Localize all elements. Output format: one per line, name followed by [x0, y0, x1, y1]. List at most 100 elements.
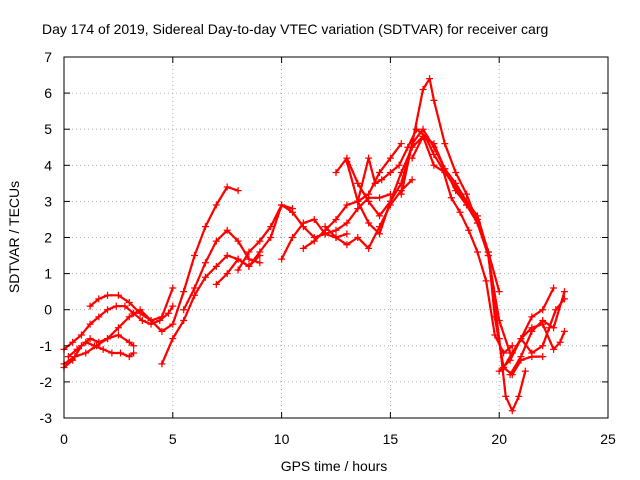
data-point [397, 169, 405, 177]
data-point [332, 234, 340, 241]
data-point [278, 201, 286, 209]
y-tick-label: -1 [40, 338, 53, 354]
data-point [332, 169, 340, 177]
series-track-8 [212, 201, 296, 288]
data-point [95, 313, 103, 321]
data-point [495, 288, 503, 296]
series-track-16 [397, 75, 529, 415]
data-point [484, 248, 492, 256]
data-point [256, 237, 264, 245]
data-point [191, 252, 199, 260]
y-tick-label: 5 [44, 121, 52, 137]
series-line [356, 128, 514, 355]
data-point [86, 302, 94, 310]
series-marker-band [519, 297, 566, 355]
data-point [515, 392, 523, 400]
data-point [397, 190, 405, 198]
data-point [408, 154, 416, 162]
y-tick-label: -2 [40, 374, 53, 390]
x-tick-label: 10 [274, 431, 290, 447]
data-point [539, 306, 547, 314]
data-point [473, 212, 481, 220]
data-point [378, 176, 386, 184]
data-point [114, 331, 122, 339]
data-point [310, 237, 318, 245]
data-point [441, 165, 449, 173]
data-point [117, 349, 125, 357]
series-marker-band [411, 135, 544, 376]
data-point [502, 392, 510, 400]
data-point [491, 313, 499, 321]
data-point [234, 255, 242, 263]
data-point [136, 309, 144, 317]
data-point [95, 338, 103, 346]
series-marker-band [334, 128, 501, 293]
data-point [419, 125, 427, 133]
data-point [201, 273, 209, 281]
data-point [158, 313, 166, 321]
data-point [114, 291, 122, 299]
data-point [506, 371, 514, 379]
axis-ticks: 0 5 10 15 20 25 -3 -2 -1 0 1 2 3 4 5 6 7 [40, 49, 616, 447]
data-point [245, 262, 253, 270]
data-point [125, 298, 133, 306]
y-axis-label: SDTVAR / TECUs [6, 181, 22, 293]
data-point [201, 259, 209, 267]
data-point [386, 169, 394, 177]
data-point [212, 237, 220, 245]
data-point [354, 197, 362, 205]
data-point [447, 194, 455, 202]
series-marker-band [237, 203, 348, 272]
data-point [99, 345, 107, 353]
data-point [465, 226, 473, 234]
data-point [463, 190, 471, 198]
data-point [552, 306, 560, 314]
data-point [376, 169, 384, 177]
series-track-12 [321, 176, 416, 252]
series-track-4 [86, 284, 177, 325]
data-point [430, 140, 438, 148]
data-point [104, 291, 112, 299]
data-point [419, 85, 427, 93]
y-tick-label: 2 [44, 230, 52, 246]
data-series [60, 75, 568, 415]
data-point [354, 205, 362, 213]
data-point [397, 140, 405, 148]
x-tick-label: 0 [60, 431, 68, 447]
data-point [332, 215, 340, 223]
data-point [371, 179, 379, 187]
data-point [365, 244, 373, 252]
data-point [223, 183, 231, 191]
y-tick-label: -3 [40, 410, 53, 426]
data-point [528, 324, 536, 332]
data-point [365, 219, 373, 227]
data-point [245, 248, 253, 256]
series-line [509, 290, 566, 376]
data-point [560, 327, 568, 335]
data-point [463, 197, 471, 205]
data-point [77, 342, 85, 350]
data-point [256, 259, 264, 267]
series-track-11 [299, 140, 405, 252]
data-point [288, 208, 296, 216]
series-marker-band [345, 135, 512, 355]
x-tick-label: 25 [600, 431, 616, 447]
data-point [223, 270, 231, 278]
data-point [426, 75, 434, 83]
data-point [164, 309, 172, 317]
data-point [508, 407, 516, 415]
data-point [212, 280, 220, 288]
data-point [473, 248, 481, 256]
data-point [376, 194, 384, 202]
series-marker-band [302, 142, 403, 250]
series-track-6 [158, 252, 264, 368]
data-point [223, 252, 231, 260]
series-marker-band [356, 128, 514, 355]
chart-title: Day 174 of 2019, Sidereal Day-to-day VTE… [42, 21, 548, 37]
data-point [343, 219, 351, 227]
y-tick-label: 0 [44, 302, 52, 318]
series-track-10 [278, 190, 394, 263]
data-point [545, 324, 553, 332]
data-point [201, 223, 209, 231]
data-point [86, 320, 94, 328]
